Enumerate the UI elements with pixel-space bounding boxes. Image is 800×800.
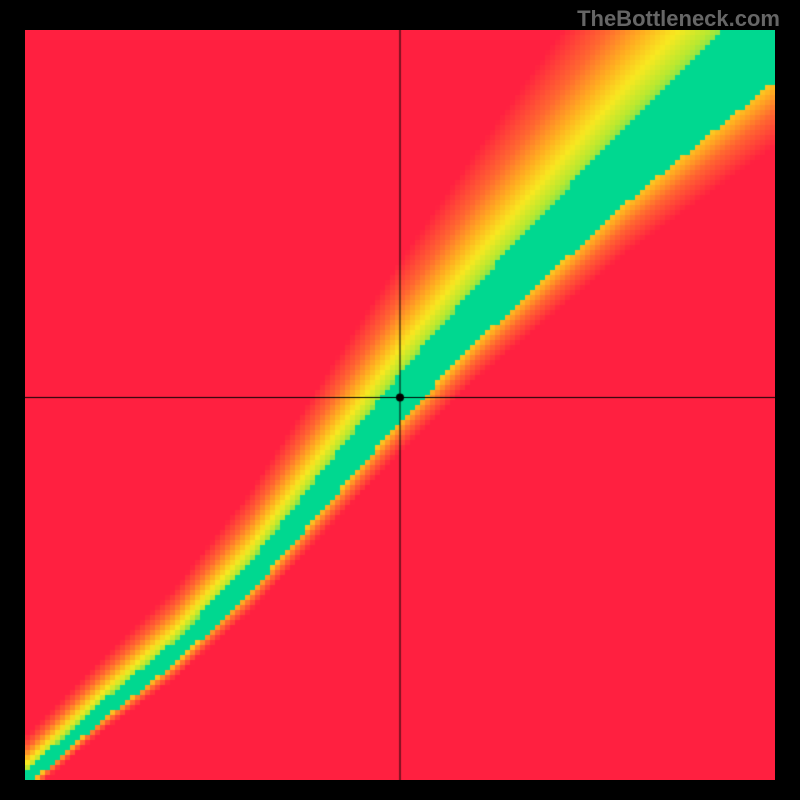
watermark-text: TheBottleneck.com [577,6,780,32]
bottleneck-heatmap [25,30,775,780]
